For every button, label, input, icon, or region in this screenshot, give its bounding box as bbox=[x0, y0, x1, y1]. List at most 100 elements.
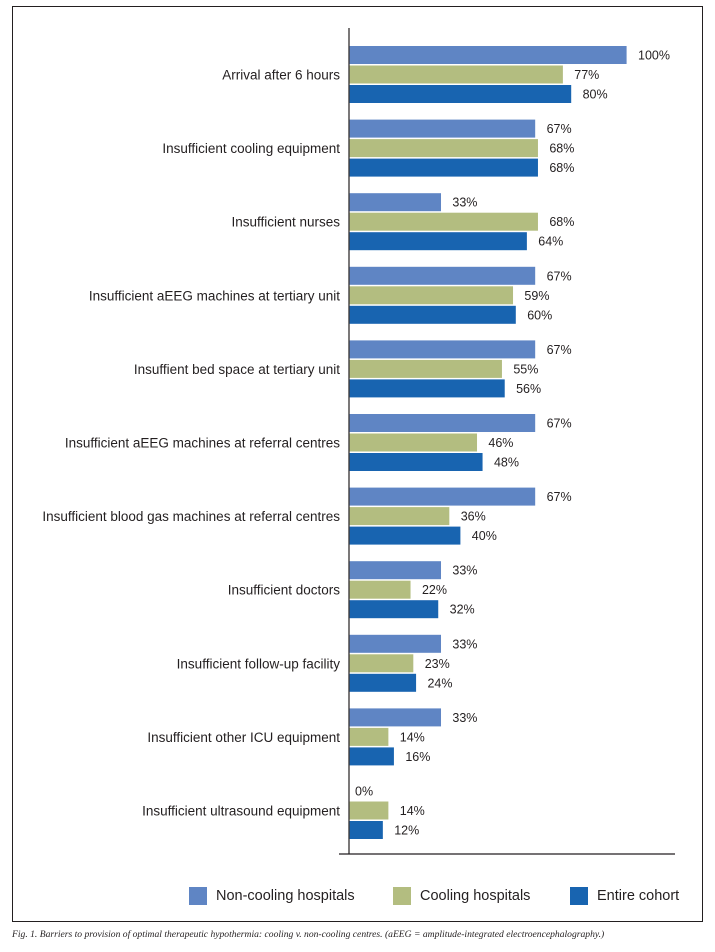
category-label: Insufficient aEEG machines at referral c… bbox=[65, 436, 340, 451]
bar-cooling-hospitals bbox=[349, 65, 563, 84]
bar-entire-cohort bbox=[349, 821, 383, 839]
figure-caption: Fig. 1. Barriers to provision of optimal… bbox=[12, 929, 605, 940]
legend-item-cooling: Cooling hospitals bbox=[393, 886, 530, 906]
bar-group-insufficient-blood-gas-machines-at-referral-centres: Insufficient blood gas machines at refer… bbox=[42, 487, 572, 545]
bar-entire-cohort bbox=[349, 747, 394, 766]
bar-group-insufficient-cooling-equipment: Insufficient cooling equipment 67% 68% 68% bbox=[162, 119, 574, 177]
legend-swatch-entire-cohort bbox=[570, 887, 588, 905]
category-label: Arrival after 6 hours bbox=[222, 68, 340, 83]
category-label: Insufficient nurses bbox=[231, 215, 340, 230]
legend-swatch-non-cooling bbox=[189, 887, 207, 905]
category-label: Insufficient ultrasound equipment bbox=[142, 804, 340, 819]
legend-label-entire-cohort: Entire cohort bbox=[597, 888, 680, 904]
value-label-cooling-hospitals: 59% bbox=[524, 289, 549, 303]
bar-cooling-hospitals bbox=[349, 654, 414, 673]
value-label-cooling-hospitals: 68% bbox=[549, 215, 574, 229]
value-label-non-cooling-hospitals: 0% bbox=[355, 785, 373, 799]
value-label-cooling-hospitals: 14% bbox=[400, 804, 425, 818]
value-label-entire-cohort: 16% bbox=[405, 750, 430, 764]
bar-entire-cohort bbox=[349, 600, 439, 619]
value-label-cooling-hospitals: 55% bbox=[513, 362, 538, 376]
bar-non-cooling-hospitals bbox=[349, 561, 442, 580]
bar-cooling-hospitals bbox=[349, 433, 478, 452]
bars-layer: Arrival after 6 hours 100% 77% 80% Insuffici… bbox=[42, 46, 670, 839]
value-label-non-cooling-hospitals: 67% bbox=[547, 490, 572, 504]
value-label-cooling-hospitals: 36% bbox=[461, 510, 486, 524]
legend-label-non-cooling: Non-cooling hospitals bbox=[216, 888, 355, 904]
value-label-entire-cohort: 12% bbox=[394, 824, 419, 838]
value-label-entire-cohort: 68% bbox=[549, 161, 574, 175]
value-label-cooling-hospitals: 23% bbox=[425, 657, 450, 671]
bar-group-arrival-after-6-hours: Arrival after 6 hours 100% 77% 80% bbox=[222, 46, 670, 103]
bar-group-insufficient-ultrasound-equipment: Insufficient ultrasound equipment 0% 14% 12… bbox=[142, 785, 425, 839]
legend-swatch-cooling bbox=[393, 887, 411, 905]
value-label-non-cooling-hospitals: 67% bbox=[547, 269, 572, 283]
bar-cooling-hospitals bbox=[349, 801, 389, 820]
category-label: Insufficient other ICU equipment bbox=[147, 730, 340, 745]
value-label-entire-cohort: 60% bbox=[527, 308, 552, 322]
figure-frame bbox=[12, 6, 703, 922]
category-label: Insufficient blood gas machines at refer… bbox=[42, 509, 340, 524]
bar-non-cooling-hospitals bbox=[349, 487, 536, 506]
bar-non-cooling-hospitals bbox=[349, 708, 442, 727]
bar-entire-cohort bbox=[349, 526, 461, 545]
value-label-cooling-hospitals: 68% bbox=[549, 142, 574, 156]
bar-non-cooling-hospitals bbox=[349, 266, 536, 285]
value-label-cooling-hospitals: 14% bbox=[400, 730, 425, 744]
bar-cooling-hospitals bbox=[349, 507, 450, 526]
value-label-entire-cohort: 32% bbox=[450, 603, 475, 617]
bar-group-insufficient-aeeg-machines-at-tertiary-unit: Insufficient aEEG machines at tertiary u… bbox=[89, 266, 572, 324]
bar-entire-cohort bbox=[349, 673, 417, 692]
value-label-entire-cohort: 80% bbox=[583, 88, 608, 102]
bar-group-insufficient-doctors: Insufficient doctors 33% 22%32% bbox=[228, 561, 477, 619]
value-label-non-cooling-hospitals: 67% bbox=[547, 417, 572, 431]
bar-non-cooling-hospitals bbox=[349, 340, 536, 359]
bar-entire-cohort bbox=[349, 85, 572, 103]
bar-cooling-hospitals bbox=[349, 139, 538, 158]
value-label-non-cooling-hospitals: 33% bbox=[452, 196, 477, 210]
value-label-cooling-hospitals: 77% bbox=[574, 68, 599, 82]
category-label: Insufficient doctors bbox=[228, 583, 341, 598]
category-label: Insuffient bed space at tertiary unit bbox=[134, 362, 340, 377]
legend-item-non-cooling: Non-cooling hospitals bbox=[189, 886, 355, 906]
category-label: Insufficient follow-up facility bbox=[177, 656, 341, 671]
bar-group-insufficient-other-icu-equipment: Insufficient other ICU equipment 33% 14% 16… bbox=[147, 708, 477, 766]
bar-entire-cohort bbox=[349, 453, 483, 471]
bar-group-insuffient-bed-space-at-tertiary-unit: Insuffient bed space at tertiary unit 67%… bbox=[134, 340, 572, 398]
category-label: Insufficient aEEG machines at tertiary u… bbox=[89, 288, 340, 303]
bar-chart: Arrival after 6 hours 100% 77% 80% Insuffici… bbox=[42, 28, 675, 855]
bar-cooling-hospitals bbox=[349, 286, 514, 305]
bar-group-insufficient-aeeg-machines-at-referral-centres: Insufficient aEEG machines at referral c… bbox=[65, 414, 572, 471]
value-label-entire-cohort: 24% bbox=[427, 676, 452, 690]
value-label-non-cooling-hospitals: 33% bbox=[452, 564, 477, 578]
value-label-non-cooling-hospitals: 67% bbox=[547, 343, 572, 357]
bar-cooling-hospitals bbox=[349, 212, 538, 231]
bar-cooling-hospitals bbox=[349, 359, 502, 378]
bar-entire-cohort bbox=[349, 158, 538, 177]
bar-group-insufficient-nurses: Insufficient nurses 33% 68% 64% bbox=[231, 193, 574, 251]
bar-non-cooling-hospitals bbox=[349, 414, 536, 432]
value-label-entire-cohort: 56% bbox=[516, 382, 541, 396]
value-label-cooling-hospitals: 46% bbox=[488, 436, 513, 450]
bar-cooling-hospitals bbox=[349, 580, 411, 599]
value-label-entire-cohort: 64% bbox=[538, 235, 563, 249]
bar-non-cooling-hospitals bbox=[349, 193, 442, 212]
value-label-cooling-hospitals: 22% bbox=[422, 583, 447, 597]
value-label-non-cooling-hospitals: 67% bbox=[547, 122, 572, 136]
value-label-entire-cohort: 40% bbox=[472, 529, 497, 543]
bar-non-cooling-hospitals bbox=[349, 46, 627, 64]
bar-non-cooling-hospitals bbox=[349, 634, 442, 653]
legend-label-cooling: Cooling hospitals bbox=[420, 888, 531, 904]
legend-item-entire-cohort: Entire cohort bbox=[570, 886, 679, 906]
value-label-non-cooling-hospitals: 33% bbox=[452, 637, 477, 651]
value-label-non-cooling-hospitals: 100% bbox=[638, 49, 670, 63]
value-label-entire-cohort: 48% bbox=[494, 456, 519, 470]
value-label-non-cooling-hospitals: 33% bbox=[452, 711, 477, 725]
bar-entire-cohort bbox=[349, 379, 505, 398]
bar-cooling-hospitals bbox=[349, 727, 389, 746]
bar-entire-cohort bbox=[349, 232, 527, 251]
bar-entire-cohort bbox=[349, 305, 516, 324]
bar-non-cooling-hospitals bbox=[349, 119, 536, 138]
category-label: Insufficient cooling equipment bbox=[162, 141, 340, 156]
bar-group-insufficient-follow-up-facility: Insufficient follow-up facility 33%23% 24% bbox=[177, 634, 477, 692]
